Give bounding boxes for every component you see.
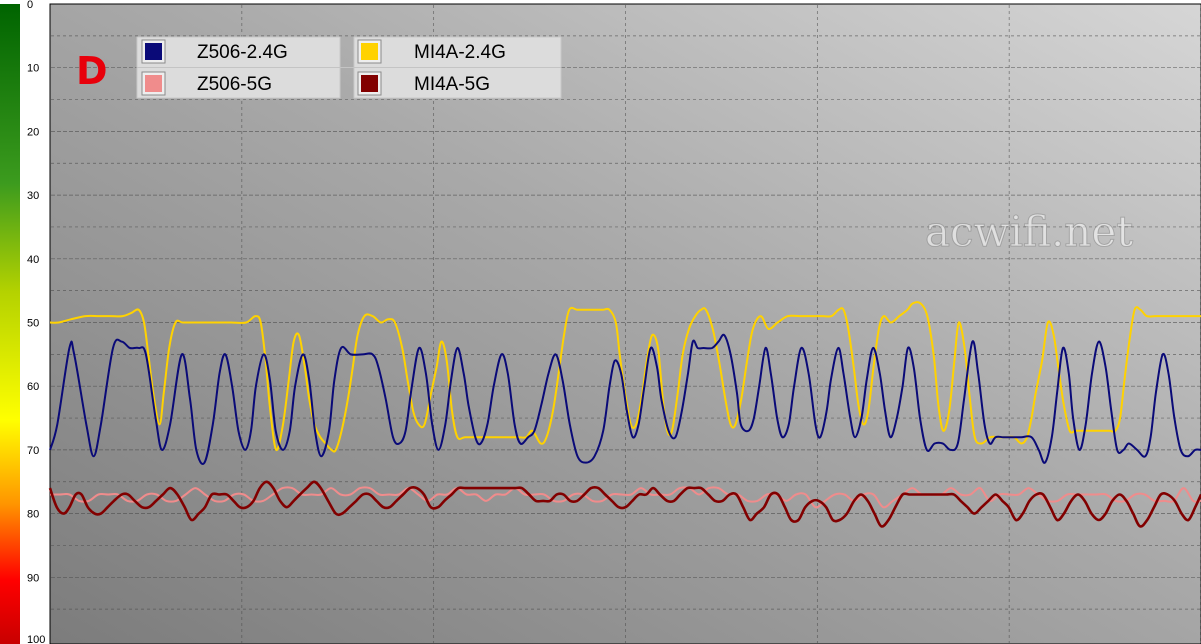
y-tick-label: 40 [27,254,39,266]
series-line-mi4a-5g [48,480,1201,528]
y-tick-label: 0 [27,0,33,11]
series-layer [48,301,1201,528]
series-line-mi4a-2-4g [49,301,1201,453]
y-tick-label: 20 [27,126,39,138]
y-tick-label: 70 [27,445,39,457]
legend-item-mi4a-5g: MI4A-5G [357,71,490,96]
y-tick-label: 10 [27,63,39,75]
legend-label-mi4a-5g: MI4A-5G [414,74,490,95]
y-tick-label: 100 [27,634,45,644]
series-line-z506-2-4g [49,333,1201,465]
legend-color-mi4a-24g [361,43,378,60]
legend-label-z506-5g: Z506-5G [197,74,272,95]
watermark: acwifi.net [925,207,1133,256]
y-tick-label: 30 [27,190,39,202]
y-tick-label: 60 [27,381,39,393]
y-axis-ticks: 0 10 20 30 40 50 60 70 80 90 100 [27,0,45,644]
legend: Z506-2.4G Z506-5G MI4A-2.4G MI4A-5G [136,36,562,99]
legend-item-mi4a-24g: MI4A-2.4G [357,39,506,64]
legend-item-z506-24g: Z506-2.4G [141,39,288,64]
legend-color-z506-5g [145,75,162,92]
legend-item-z506-5g: Z506-5G [141,71,272,96]
series-line-z506-5g [50,486,1201,509]
panel-letter: D [76,49,108,93]
y-tick-label: 80 [27,509,39,521]
legend-label-z506-24g: Z506-2.4G [197,42,288,63]
legend-color-mi4a-5g [361,75,378,92]
color-scale-bar [0,4,20,644]
legend-label-mi4a-24g: MI4A-2.4G [414,42,506,63]
y-tick-label: 90 [27,572,39,584]
y-tick-label: 50 [27,318,39,330]
grid-lines [51,5,1201,643]
legend-color-z506-24g [145,43,162,60]
